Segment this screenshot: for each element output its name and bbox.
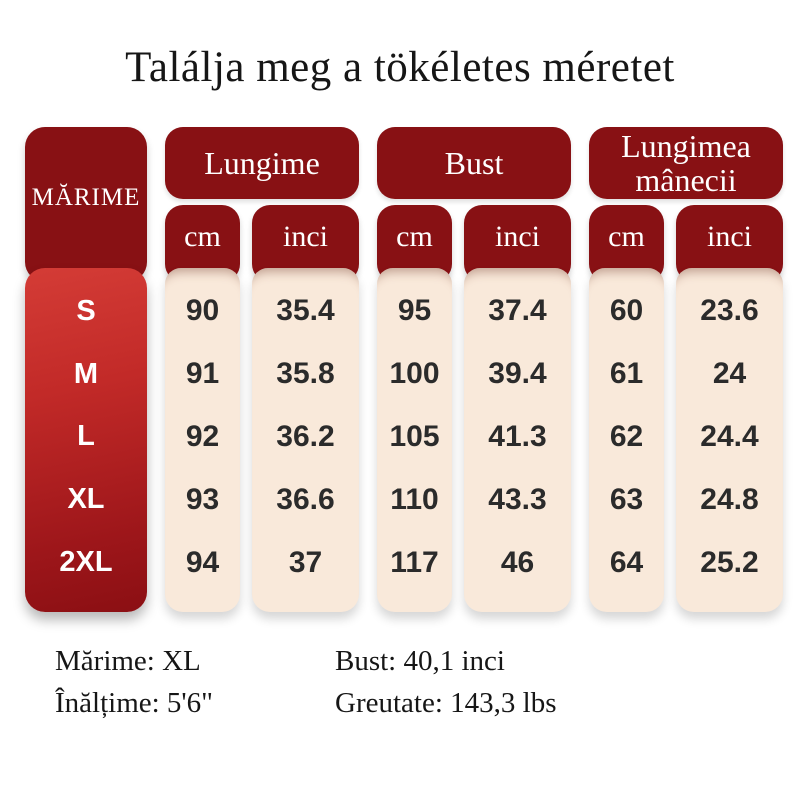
table-cell: 37.4 (488, 294, 547, 328)
model-weight-text: Greutate: 143,3 lbs (335, 687, 557, 719)
table-cell: 92 (185, 419, 220, 453)
table-cell: 60 (609, 294, 644, 328)
column-group-lungimea-manecii: Lungimea mânecii cm 60 61 62 63 64 inci … (589, 0, 783, 800)
table-cell: 37 (288, 545, 323, 579)
table-cell: 105 (389, 419, 440, 453)
table-cell: 43.3 (488, 482, 547, 516)
table-cell: 94 (185, 545, 220, 579)
table-cell: 46 (500, 545, 535, 579)
column-group-lungime: Lungime cm 90 91 92 93 94 inci 35.4 35.8… (165, 0, 359, 800)
table-cell: 39.4 (488, 357, 547, 391)
table-cell: 62 (609, 419, 644, 453)
model-size-text: Mărime: XL (55, 645, 201, 677)
data-column: 90 91 92 93 94 (165, 268, 240, 612)
table-cell: 25.2 (700, 545, 759, 579)
column-bust-cm: cm 95 100 105 110 117 (377, 0, 452, 800)
table-cell: 24.8 (700, 482, 759, 516)
size-label: L (77, 420, 95, 453)
column-maneca-inci: inci 23.6 24 24.4 24.8 25.2 (676, 0, 783, 800)
column-lungime-inci: inci 35.4 35.8 36.2 36.6 37 (252, 0, 359, 800)
table-cell: 24 (712, 357, 747, 391)
model-height-text: Înălțime: 5'6" (55, 687, 213, 719)
data-column: 23.6 24 24.4 24.8 25.2 (676, 268, 783, 612)
group-header-lungimea-manecii: Lungimea mânecii (589, 127, 783, 199)
table-cell: 35.4 (276, 294, 335, 328)
size-labels-column: S M L XL 2XL (25, 268, 147, 612)
table-cell: 117 (390, 545, 439, 579)
table-cell: 63 (609, 482, 644, 516)
model-info-left: Mărime: XL Înălțime: 5'6" (55, 640, 213, 724)
table-cell: 35.8 (276, 357, 335, 391)
table-cell: 100 (389, 357, 440, 391)
size-label: XL (67, 483, 105, 516)
table-cell: 64 (609, 545, 644, 579)
table-cell: 93 (185, 482, 220, 516)
data-column: 35.4 35.8 36.2 36.6 37 (252, 268, 359, 612)
page-title: Találja meg a tökéletes méretet (125, 44, 675, 91)
column-bust-inci: inci 37.4 39.4 41.3 43.3 46 (464, 0, 571, 800)
size-label: M (73, 357, 99, 390)
table-cell: 24.4 (700, 419, 759, 453)
table-cell: 41.3 (488, 419, 547, 453)
data-column: 37.4 39.4 41.3 43.3 46 (464, 268, 571, 612)
table-cell: 90 (185, 294, 220, 328)
group-header-lungime: Lungime (165, 127, 359, 199)
table-cell: 36.2 (276, 419, 335, 453)
data-column: 60 61 62 63 64 (589, 268, 664, 612)
group-header-bust: Bust (377, 127, 571, 199)
table-cell: 36.6 (276, 482, 335, 516)
data-column: 95 100 105 110 117 (377, 268, 452, 612)
table-cell: 91 (185, 357, 220, 391)
model-bust-text: Bust: 40,1 inci (335, 645, 505, 677)
table-cell: 95 (397, 294, 432, 328)
size-column-header: MĂRIME (25, 127, 147, 282)
column-group-bust: Bust cm 95 100 105 110 117 inci 37.4 39.… (377, 0, 571, 800)
model-info-right: Bust: 40,1 inci Greutate: 143,3 lbs (335, 640, 556, 724)
column-maneca-cm: cm 60 61 62 63 64 (589, 0, 664, 800)
column-lungime-cm: cm 90 91 92 93 94 (165, 0, 240, 800)
table-cell: 110 (390, 482, 439, 516)
size-label: S (76, 294, 96, 327)
table-cell: 23.6 (700, 294, 759, 328)
size-label: 2XL (59, 546, 113, 579)
table-cell: 61 (609, 357, 644, 391)
